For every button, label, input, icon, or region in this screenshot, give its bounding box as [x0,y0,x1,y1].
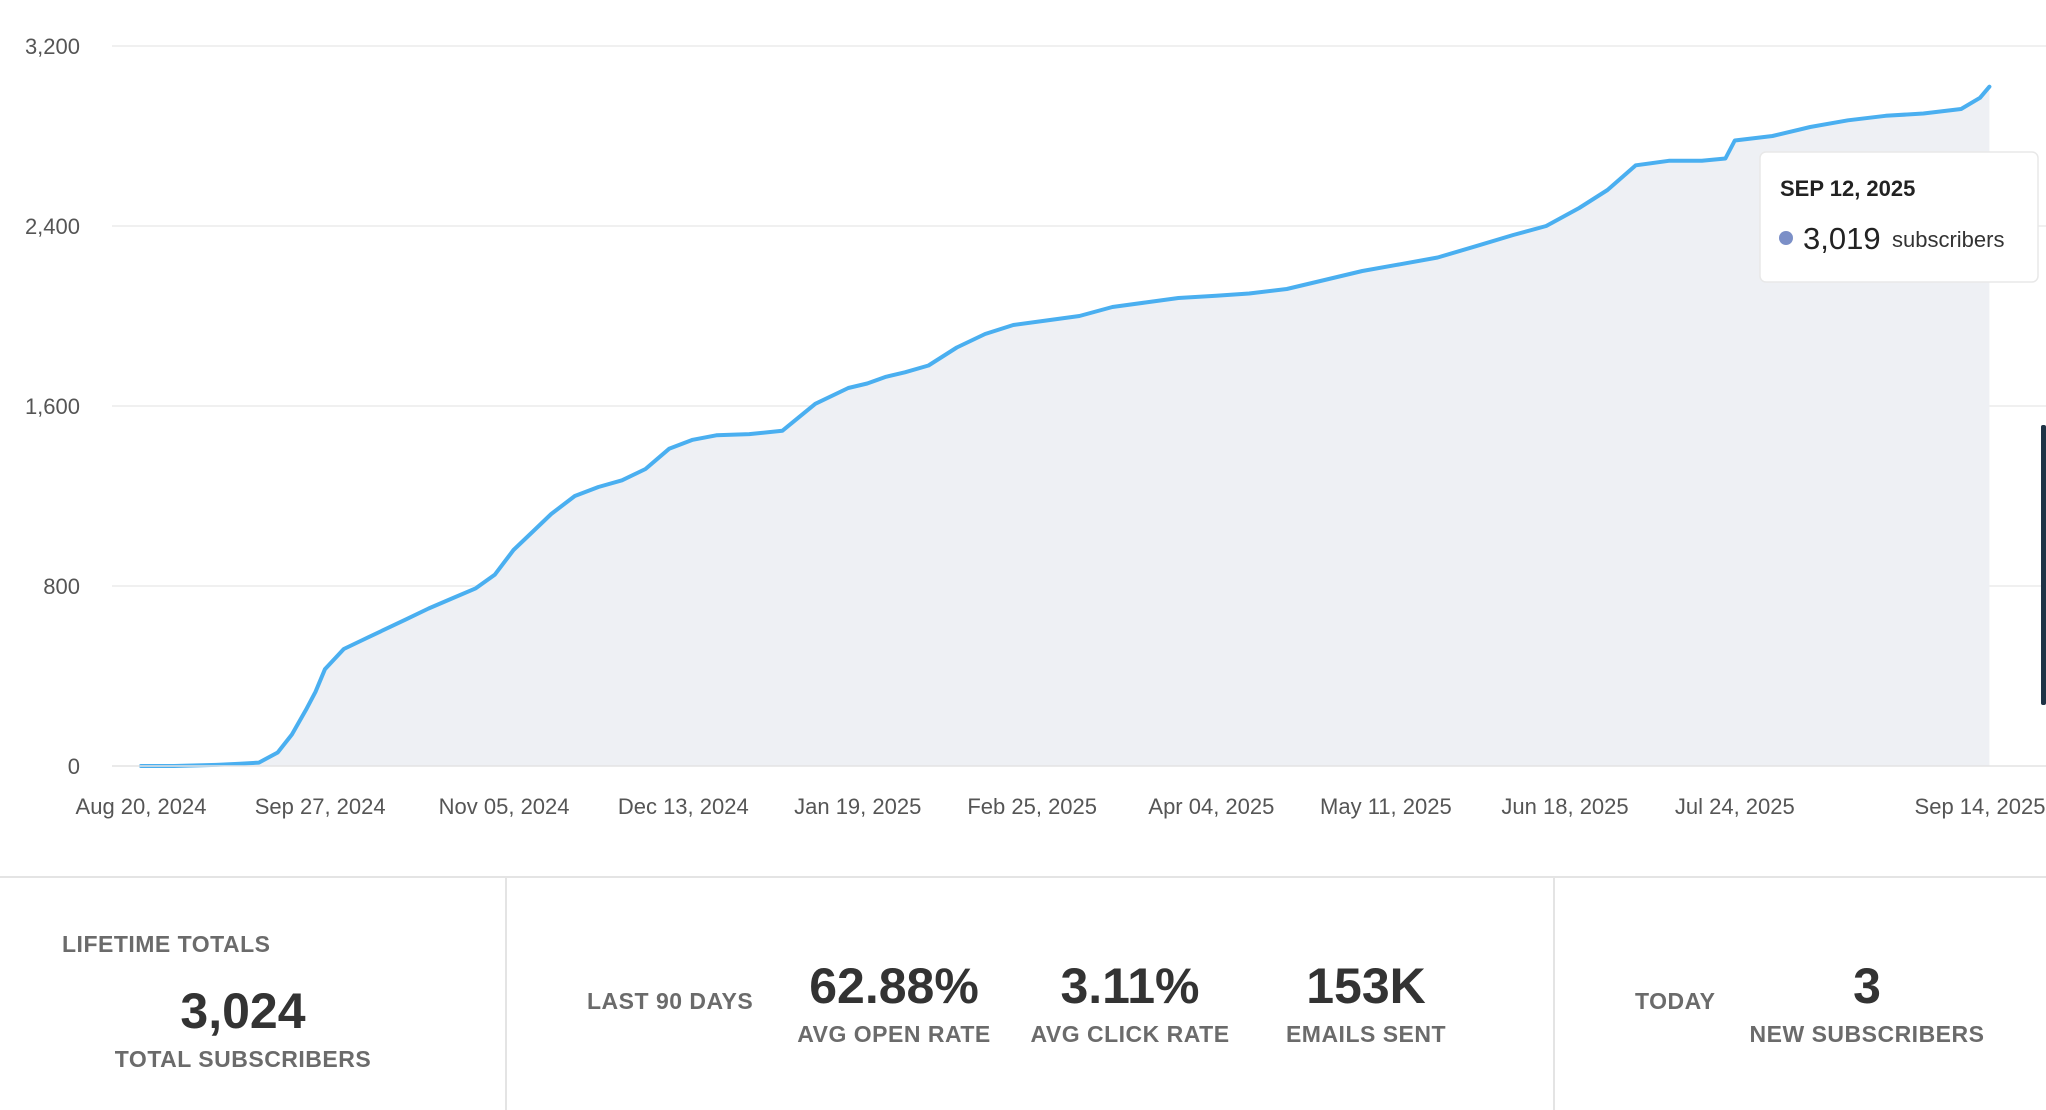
last-90-days-caption: LAST 90 DAYS [587,988,754,1014]
avg-open-rate-value: 62.88% [809,958,979,1014]
hover-cursor-line [2041,425,2046,705]
x-tick-label: Sep 27, 2024 [255,794,386,819]
x-tick-label: Apr 04, 2025 [1148,794,1274,819]
tooltip: SEP 12, 2025 3,019 subscribers [1759,151,2039,283]
stats-divider [1553,878,1555,1110]
emails-sent-label: EMAILS SENT [1285,1021,1447,1047]
stats-divider [505,878,507,1110]
tooltip-unit: subscribers [1892,227,2004,252]
y-tick-label: 800 [43,574,80,599]
avg-open-rate-stat: 62.88% AVG OPEN RATE [797,961,991,1048]
avg-click-rate-stat: 3.11% AVG CLICK RATE [1030,961,1229,1048]
lifetime-totals-caption: LIFETIME TOTALS [62,931,271,957]
x-tick-label: Aug 20, 2024 [76,794,207,819]
stats-bar: LIFETIME TOTALS 3,024 TOTAL SUBSCRIBERS … [0,876,2046,1110]
y-axis-ticks: 0 800 1,600 2,400 3,200 [25,34,80,779]
avg-click-rate-value: 3.11% [1060,958,1200,1014]
y-tick-label: 2,400 [25,214,80,239]
subscriber-growth-chart: 0 800 1,600 2,400 3,200 Aug 20, 2024 Sep 27, … [25,34,2046,819]
x-tick-label: Jul 24, 2025 [1675,794,1795,819]
new-subscribers-value: 3 [1853,958,1881,1014]
emails-sent-value: 153K [1306,958,1426,1014]
x-tick-label: Dec 13, 2024 [618,794,749,819]
y-tick-label: 3,200 [25,34,80,59]
y-tick-label: 0 [68,754,80,779]
x-tick-label: Sep 14, 2025 [1915,794,2046,819]
x-tick-label: Jun 18, 2025 [1501,794,1628,819]
emails-sent-stat: 153K EMAILS SENT [1286,961,1446,1048]
x-axis-ticks: Aug 20, 2024 Sep 27, 2024 Nov 05, 2024 Dec … [76,794,2046,819]
subscribers-area-fill [141,86,1990,766]
today-caption: TODAY [1635,988,1716,1014]
y-tick-label: 1,600 [25,394,80,419]
tooltip-box [1759,151,2039,283]
avg-open-rate-label: AVG OPEN RATE [797,1021,991,1047]
avg-click-rate-label: AVG CLICK RATE [1030,1021,1230,1047]
tooltip-date: SEP 12, 2025 [1780,176,1915,201]
total-subscribers-label: TOTAL SUBSCRIBERS [114,1046,372,1072]
subscribers-series-line[interactable] [139,84,1992,768]
total-subscribers-value: 3,024 [180,983,306,1039]
x-tick-label: Feb 25, 2025 [967,794,1097,819]
x-tick-label: Nov 05, 2024 [439,794,570,819]
new-subscribers-label: NEW SUBSCRIBERS [1749,1021,1985,1047]
x-tick-label: May 11, 2025 [1320,794,1452,819]
tooltip-value: 3,019 [1803,221,1881,256]
tooltip-series-marker [1779,231,1793,245]
x-tick-label: Jan 19, 2025 [794,794,921,819]
total-subscribers-stat: 3,024 TOTAL SUBSCRIBERS [115,986,371,1073]
new-subscribers-stat: 3 NEW SUBSCRIBERS [1750,961,1985,1048]
